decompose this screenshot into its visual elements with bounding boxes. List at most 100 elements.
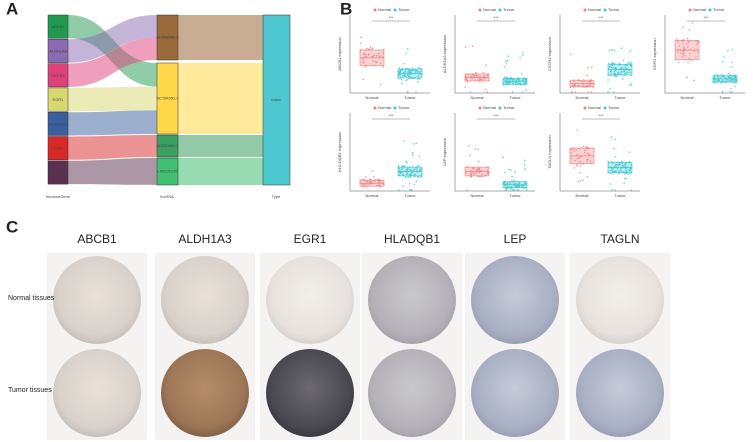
x-tick-label: Tumor <box>614 95 626 100</box>
jitter-point <box>578 171 581 174</box>
jitter-point <box>607 160 610 163</box>
jitter-point <box>587 91 589 93</box>
tissue-core <box>266 256 354 344</box>
jitter-point <box>573 150 576 152</box>
jitter-point <box>615 165 618 168</box>
jitter-point <box>584 149 587 151</box>
jitter-point <box>730 91 733 93</box>
jitter-point <box>734 78 737 81</box>
legend-key <box>688 8 692 12</box>
jitter-point <box>411 151 414 154</box>
significance: *** <box>599 15 604 20</box>
jitter-point <box>371 169 374 172</box>
jitter-point <box>377 184 380 187</box>
jitter-point <box>405 160 407 163</box>
jitter-point <box>614 138 616 141</box>
jitter-point <box>466 81 469 83</box>
jitter-point <box>680 52 682 54</box>
jitter-point <box>402 165 405 168</box>
jitter-point <box>401 168 404 170</box>
jitter-point <box>676 40 679 43</box>
jitter-point <box>399 172 402 174</box>
jitter-point <box>607 79 609 81</box>
axis <box>454 15 535 94</box>
jitter-point <box>411 69 413 72</box>
jitter-point <box>688 57 691 60</box>
jitter-point <box>575 164 578 167</box>
jitter-point <box>624 66 626 69</box>
jitter-point <box>626 71 629 74</box>
jitter-point <box>617 71 620 74</box>
jitter-point <box>682 38 685 41</box>
jitter-point <box>409 176 412 178</box>
node-label: AC010491.1 <box>156 143 179 148</box>
jitter-point <box>400 82 403 85</box>
jitter-point <box>464 86 466 88</box>
panel-label: B <box>340 0 352 18</box>
jitter-point <box>614 189 616 191</box>
ihc-grid: ABCB1 ALDH1A3 EGR1 HLADQB1 LEP TAGLN Normal ti… <box>8 232 670 440</box>
jitter-point <box>487 172 489 175</box>
jitter-point <box>362 53 365 56</box>
jitter-point <box>505 60 507 62</box>
jitter-point <box>372 59 375 62</box>
jitter-point <box>375 54 378 57</box>
jitter-point <box>406 78 409 81</box>
jitter-point <box>417 67 419 69</box>
jitter-point <box>576 129 579 132</box>
legend-key <box>603 106 607 110</box>
jitter-point <box>589 159 592 162</box>
legend-key <box>478 106 482 110</box>
jitter-point <box>579 180 582 182</box>
jitter-point <box>512 180 515 182</box>
jitter-point <box>379 55 381 58</box>
x-tick-label: Tumor <box>719 95 731 100</box>
significance: *** <box>599 113 604 118</box>
jitter-point <box>586 161 589 163</box>
jitter-point <box>473 172 476 175</box>
jitter-point <box>405 79 407 82</box>
panel-label: A <box>6 0 18 18</box>
jitter-point <box>365 55 368 58</box>
jitter-point <box>517 182 519 185</box>
jitter-point <box>731 48 734 51</box>
jitter-point <box>399 70 402 73</box>
node <box>47 111 69 136</box>
gene-header: ABCB1 <box>77 232 117 246</box>
jitter-point <box>586 152 589 155</box>
axis <box>349 15 430 94</box>
jitter-point <box>573 79 575 81</box>
node <box>156 14 179 61</box>
y-label: EGR1 expression <box>652 38 657 69</box>
jitter-point <box>502 156 505 159</box>
jitter-point <box>472 171 474 174</box>
jitter-point <box>368 178 371 181</box>
jitter-point <box>693 50 696 53</box>
jitter-point <box>521 91 524 93</box>
jitter-point <box>577 180 580 183</box>
jitter-point <box>480 78 483 81</box>
jitter-point <box>570 148 572 151</box>
jitter-point <box>611 189 613 191</box>
legend-label: Normal <box>693 7 706 12</box>
jitter-point <box>468 144 470 147</box>
jitter-point <box>730 76 733 79</box>
legend-key <box>393 8 397 12</box>
tissue-core <box>471 256 559 344</box>
node-label: AC784051.1 <box>156 96 179 101</box>
jitter-point <box>362 78 365 81</box>
jitter-point <box>622 59 625 62</box>
jitter-point <box>620 71 623 74</box>
jitter-point <box>592 86 594 89</box>
jitter-point <box>684 55 686 57</box>
jitter-point <box>508 82 511 84</box>
jitter-point <box>413 143 415 145</box>
jitter-point <box>504 81 507 84</box>
jitter-point <box>398 167 400 170</box>
jitter-point <box>612 66 614 69</box>
flow <box>68 86 157 112</box>
jitter-point <box>629 84 631 86</box>
jitter-point <box>722 91 724 93</box>
jitter-point <box>523 164 526 166</box>
significance: *** <box>704 15 709 20</box>
